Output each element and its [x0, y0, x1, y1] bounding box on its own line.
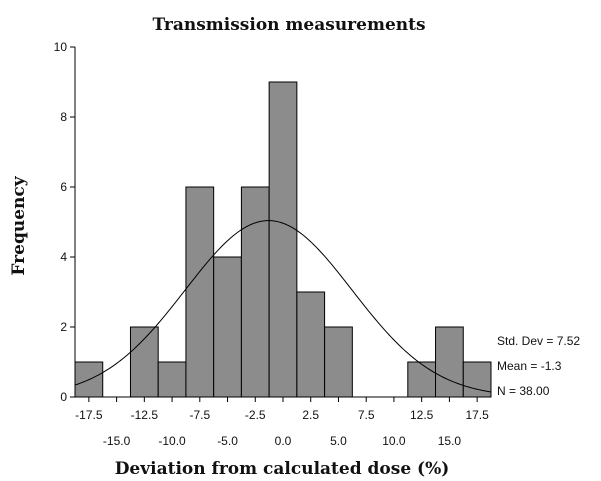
histogram-bar	[324, 326, 353, 398]
x-tick-label: 10.0	[382, 434, 406, 448]
x-tick-label: -5.0	[217, 434, 238, 448]
histogram-bar	[185, 186, 215, 398]
x-tick-label: -12.5	[131, 408, 159, 422]
histogram-bar	[157, 361, 187, 398]
bars-group	[74, 81, 492, 398]
x-axis-title: Deviation from calculated dose (%)	[115, 459, 450, 479]
y-tick-label: 10	[54, 40, 68, 54]
y-tick-label: 4	[60, 250, 67, 264]
histogram-bar	[296, 291, 326, 398]
y-ticks: 0 2 4 6 8 10	[54, 40, 75, 404]
x-tick-label: -10.0	[158, 434, 186, 448]
x-tick-label: 17.5	[465, 408, 489, 422]
y-tick-label: 8	[60, 110, 67, 124]
y-tick-label: 0	[60, 390, 67, 404]
x-tick-label: 0.0	[275, 434, 292, 448]
chart-title: Transmission measurements	[152, 15, 425, 35]
x-tick-label: -17.5	[75, 408, 103, 422]
x-ticks: -17.5 -12.5 -7.5 -2.5 2.5 7.5 12.5 17.5 -15.0 -10…	[75, 397, 489, 448]
x-tick-label: -15.0	[103, 434, 131, 448]
x-tick-label: -7.5	[189, 408, 210, 422]
x-tick-label: 15.0	[438, 434, 462, 448]
x-tick-label: 12.5	[410, 408, 434, 422]
stat-mean: Mean = -1.3	[497, 359, 562, 373]
x-tick-label: -2.5	[245, 408, 266, 422]
x-tick-label: 5.0	[330, 434, 347, 448]
y-tick-label: 2	[60, 320, 67, 334]
x-tick-label: 2.5	[302, 408, 319, 422]
histogram-bar	[129, 326, 159, 398]
y-tick-label: 6	[60, 180, 67, 194]
histogram-bar	[213, 256, 242, 398]
y-axis-title: Frequency	[9, 175, 29, 275]
normal-curve	[74, 220, 492, 393]
histogram-bar	[240, 186, 270, 398]
x-tick-label: 7.5	[358, 408, 375, 422]
histogram-bar	[435, 326, 464, 398]
stat-n: N = 38.00	[497, 384, 550, 398]
histogram-bar	[268, 81, 298, 398]
histogram-bar	[407, 361, 437, 398]
stat-std-dev: Std. Dev = 7.52	[497, 334, 580, 348]
